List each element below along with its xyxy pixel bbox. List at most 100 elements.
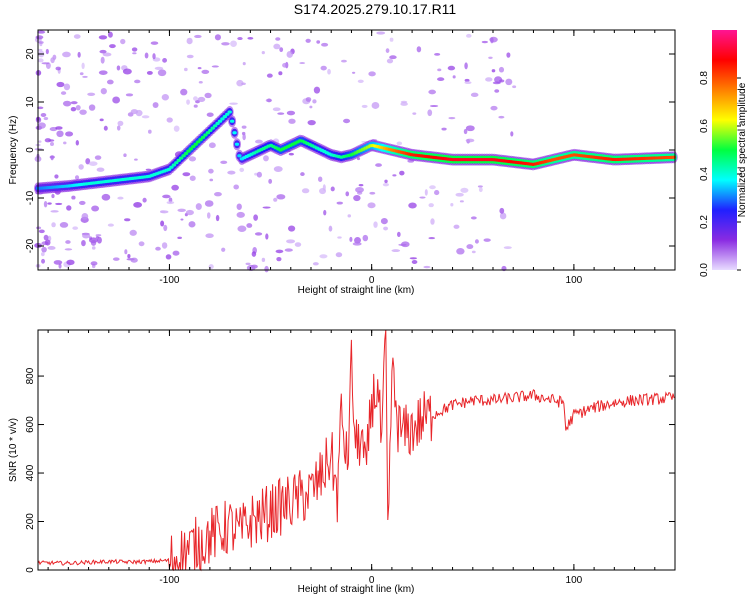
speckle-mark bbox=[282, 63, 288, 68]
speckle-mark bbox=[198, 97, 206, 102]
speckle-mark bbox=[455, 193, 463, 197]
speckle-mark bbox=[289, 153, 294, 156]
speckle-mark bbox=[230, 40, 237, 47]
speckle-mark bbox=[208, 169, 214, 174]
speckle-mark bbox=[337, 236, 341, 238]
colorbar-tick-label: 0.2 bbox=[699, 215, 710, 229]
speckle-mark bbox=[92, 246, 96, 249]
speckle-mark bbox=[275, 37, 280, 41]
speckle-mark bbox=[255, 232, 262, 235]
speckle-mark bbox=[493, 81, 501, 84]
speckle-mark bbox=[323, 210, 326, 216]
speckle-mark bbox=[155, 247, 161, 251]
speckle-mark bbox=[246, 263, 251, 265]
speckle-mark bbox=[288, 225, 295, 231]
speckle-mark bbox=[215, 34, 221, 40]
speckle-mark bbox=[89, 161, 98, 166]
speckle-mark bbox=[329, 226, 333, 232]
speckle-mark bbox=[209, 142, 216, 148]
speckle-mark bbox=[500, 213, 506, 220]
speckle-mark bbox=[262, 258, 265, 262]
speckle-mark bbox=[397, 232, 401, 237]
speckle-mark bbox=[196, 203, 202, 210]
speckle-mark bbox=[279, 47, 283, 52]
speckle-mark bbox=[56, 130, 63, 137]
speckle-mark bbox=[60, 222, 68, 228]
speckle-mark bbox=[124, 249, 127, 254]
speckle-mark bbox=[428, 237, 435, 239]
speckle-mark bbox=[207, 112, 214, 116]
speckle-mark bbox=[428, 90, 436, 95]
y-tick-label: 800 bbox=[25, 367, 36, 384]
speckle-mark bbox=[490, 37, 493, 43]
speckle-mark bbox=[471, 93, 479, 97]
speckle-mark bbox=[401, 241, 410, 247]
speckle-mark bbox=[287, 111, 295, 116]
speckle-mark bbox=[237, 212, 245, 218]
speckle-mark bbox=[79, 201, 86, 205]
speckle-mark bbox=[182, 172, 190, 176]
speckle-mark bbox=[286, 239, 295, 243]
speckle-mark bbox=[391, 249, 400, 252]
speckle-mark bbox=[99, 70, 108, 75]
speckle-mark bbox=[312, 99, 316, 103]
speckle-mark bbox=[74, 34, 81, 39]
speckle-mark bbox=[358, 80, 364, 83]
speckle-mark bbox=[331, 186, 335, 191]
speckle-mark bbox=[285, 248, 293, 251]
speckle-mark bbox=[257, 172, 262, 178]
speckle-mark bbox=[36, 117, 41, 123]
speckle-mark bbox=[363, 235, 368, 241]
speckle-mark bbox=[201, 70, 209, 74]
speckle-mark bbox=[177, 237, 182, 239]
spectrogram-panel: -100 0 100-20-1001020 Height of straight l… bbox=[8, 30, 678, 296]
speckle-mark bbox=[39, 229, 45, 233]
speckle-mark bbox=[490, 106, 497, 111]
speckle-mark bbox=[124, 218, 130, 221]
speckle-mark bbox=[488, 57, 492, 59]
speckle-mark bbox=[229, 102, 238, 104]
speckle-mark bbox=[341, 60, 347, 63]
speckle-mark bbox=[199, 81, 203, 84]
speckle-mark bbox=[46, 49, 49, 54]
speckle-mark bbox=[55, 203, 62, 205]
speckle-mark bbox=[412, 112, 416, 114]
speckle-mark bbox=[386, 48, 390, 53]
speckle-mark bbox=[265, 233, 268, 239]
speckle-mark bbox=[267, 73, 273, 77]
speckle-mark bbox=[82, 76, 88, 78]
speckle-mark bbox=[81, 240, 86, 246]
speckle-mark bbox=[102, 194, 111, 201]
speckle-mark bbox=[117, 197, 123, 200]
speckle-mark bbox=[389, 55, 396, 59]
speckle-mark bbox=[55, 126, 62, 129]
speckle-mark bbox=[453, 75, 456, 78]
speckle-mark bbox=[437, 68, 441, 71]
speckle-mark bbox=[299, 62, 305, 64]
trace-core-mark bbox=[235, 143, 239, 146]
speckle-mark bbox=[212, 65, 219, 67]
speckle-mark bbox=[120, 39, 125, 44]
speckle-mark bbox=[237, 37, 242, 40]
speckle-mark bbox=[221, 42, 230, 45]
snr-panel: -100 0 1000200400600800 Height of straight… bbox=[8, 330, 675, 595]
speckle-mark bbox=[76, 140, 79, 145]
speckle-mark bbox=[38, 58, 44, 62]
x-tick-label: -100 bbox=[159, 575, 179, 586]
speckle-mark bbox=[188, 221, 195, 227]
speckle-mark bbox=[221, 248, 225, 252]
speckle-mark bbox=[450, 203, 453, 206]
snr-xlabel: Height of straight line (km) bbox=[298, 584, 415, 595]
speckle-mark bbox=[50, 210, 58, 212]
trace-core-mark bbox=[237, 154, 241, 157]
speckle-mark bbox=[38, 49, 43, 51]
speckle-mark bbox=[390, 38, 394, 42]
y-tick-label: 200 bbox=[25, 513, 36, 530]
speckle-mark bbox=[123, 68, 132, 74]
trace-core-mark bbox=[228, 110, 232, 113]
speckle-mark bbox=[89, 104, 95, 110]
speckle-mark bbox=[241, 82, 246, 85]
speckle-mark bbox=[152, 53, 155, 59]
speckle-mark bbox=[239, 168, 244, 172]
speckle-mark bbox=[499, 67, 504, 73]
